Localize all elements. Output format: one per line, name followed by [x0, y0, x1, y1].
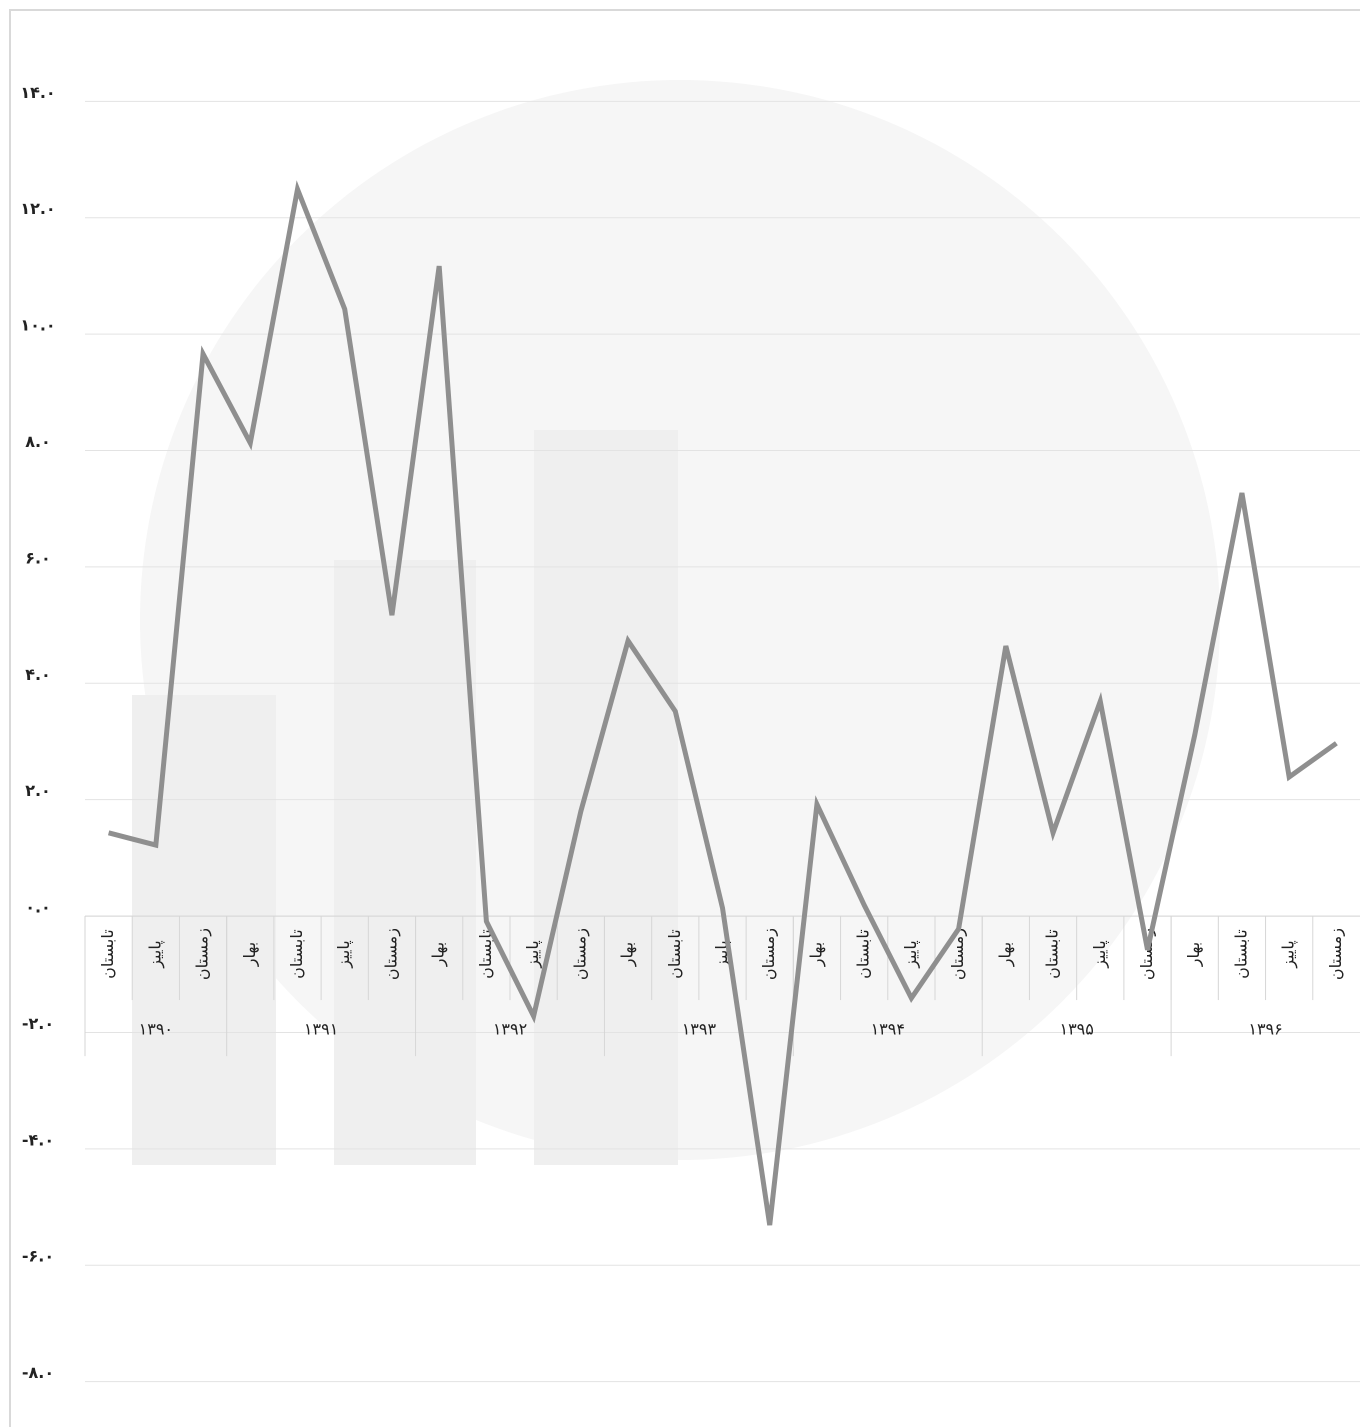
y-tick-label: ۶.۰ [25, 548, 51, 567]
y-tick-label: -۶.۰ [22, 1247, 54, 1266]
y-tick-label: ۰.۰ [25, 898, 51, 917]
x-tick-label: پاییز [334, 940, 354, 968]
x-tick-label: پاییز [901, 940, 921, 968]
line [107, 180, 1338, 1226]
x-tick-label: تابستان [854, 929, 873, 979]
group-label: ۱۳۹۰ [139, 1020, 173, 1039]
x-tick-label: بهار [1184, 942, 1204, 967]
y-tick-label: -۲.۰ [22, 1014, 54, 1033]
x-tick-label: بهار [429, 942, 449, 967]
y-tick-label: ۱۲.۰ [20, 199, 55, 218]
x-tick-label: بهار [806, 942, 826, 967]
x-tick-label: تابستان [476, 929, 495, 979]
x-tick-label: تابستان [98, 929, 117, 979]
group-label: ۱۳۹۲ [493, 1020, 527, 1039]
x-tick-label: پاییز [145, 940, 165, 968]
watermark [140, 80, 1220, 1160]
y-tick-label: ۲.۰ [25, 781, 51, 800]
group-label: ۱۳۹۳ [682, 1020, 717, 1039]
x-tick-label: زمستان [759, 928, 779, 980]
y-tick-label: -۴.۰ [22, 1130, 54, 1149]
y-tick-label: ۱۴.۰ [20, 83, 55, 102]
watermark-bars [132, 430, 678, 1165]
y-tick-label: -۸.۰ [22, 1363, 54, 1382]
x-tick-label: زمستان [1326, 928, 1346, 980]
x-tick-label: پاییز [1279, 940, 1299, 968]
group-label: ۱۳۹۶ [1248, 1020, 1282, 1039]
group-label: ۱۳۹۱ [304, 1020, 338, 1039]
x-tick-label: بهار [240, 942, 260, 967]
x-tick-label: پاییز [1090, 940, 1110, 968]
x-tick-label: بهار [618, 942, 638, 967]
x-tick-label: بهار [995, 942, 1015, 967]
x-tick-label: زمستان [1137, 928, 1157, 980]
group-label: ۱۳۹۴ [871, 1020, 905, 1039]
x-tick-label: تابستان [665, 929, 684, 979]
y-tick-label: ۴.۰ [25, 665, 51, 684]
frame [9, 9, 1360, 1427]
group-label: ۱۳۹۵ [1059, 1020, 1093, 1039]
x-tick-label: تابستان [1231, 929, 1250, 979]
x-tick-label: زمستان [193, 928, 213, 980]
x-tick-label: تابستان [287, 929, 306, 979]
x-tick-label: زمستان [570, 928, 590, 980]
x-tick-label: زمستان [381, 928, 401, 980]
y-tick-label: ۸.۰ [25, 432, 51, 451]
y-tick-label: ۱۰.۰ [20, 316, 55, 335]
x-tick-label: تابستان [1043, 929, 1062, 979]
x-tick-label: پاییز [523, 940, 543, 968]
